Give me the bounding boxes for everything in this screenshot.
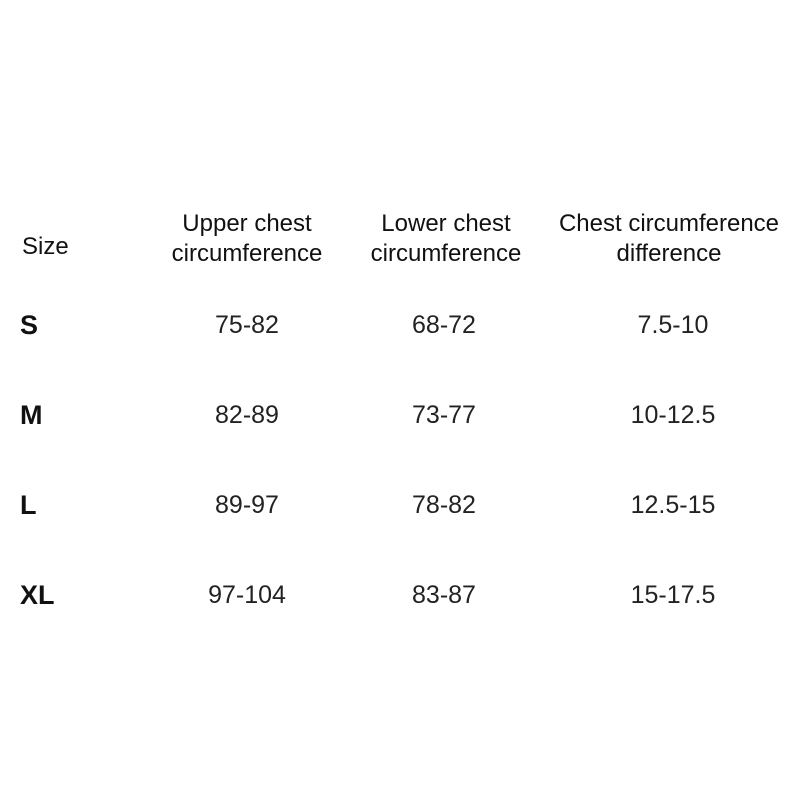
header-size: Size (22, 233, 69, 260)
size-label: S (20, 310, 39, 340)
table-cell: 73-77 (412, 401, 476, 429)
header-difference: Chest circumference difference (558, 210, 780, 267)
header-upper-chest: Upper chest circumference (171, 210, 323, 267)
table-cell: 12.5-15 (630, 491, 716, 519)
table-cell: 83-87 (412, 581, 476, 609)
table-cell: 82-89 (215, 401, 279, 429)
size-label: XL (20, 580, 55, 610)
table-cell: 15-17.5 (630, 581, 716, 609)
header-lower-chest: Lower chest circumference (370, 210, 522, 267)
size-label: L (20, 490, 37, 520)
table-cell: 78-82 (412, 491, 476, 519)
table-cell: 7.5-10 (637, 311, 709, 339)
table-cell: 10-12.5 (630, 401, 716, 429)
table-cell: 89-97 (215, 491, 279, 519)
table-cell: 97-104 (208, 581, 286, 609)
table-cell: 75-82 (215, 311, 279, 339)
size-label: M (20, 400, 43, 430)
table-cell: 68-72 (412, 311, 476, 339)
